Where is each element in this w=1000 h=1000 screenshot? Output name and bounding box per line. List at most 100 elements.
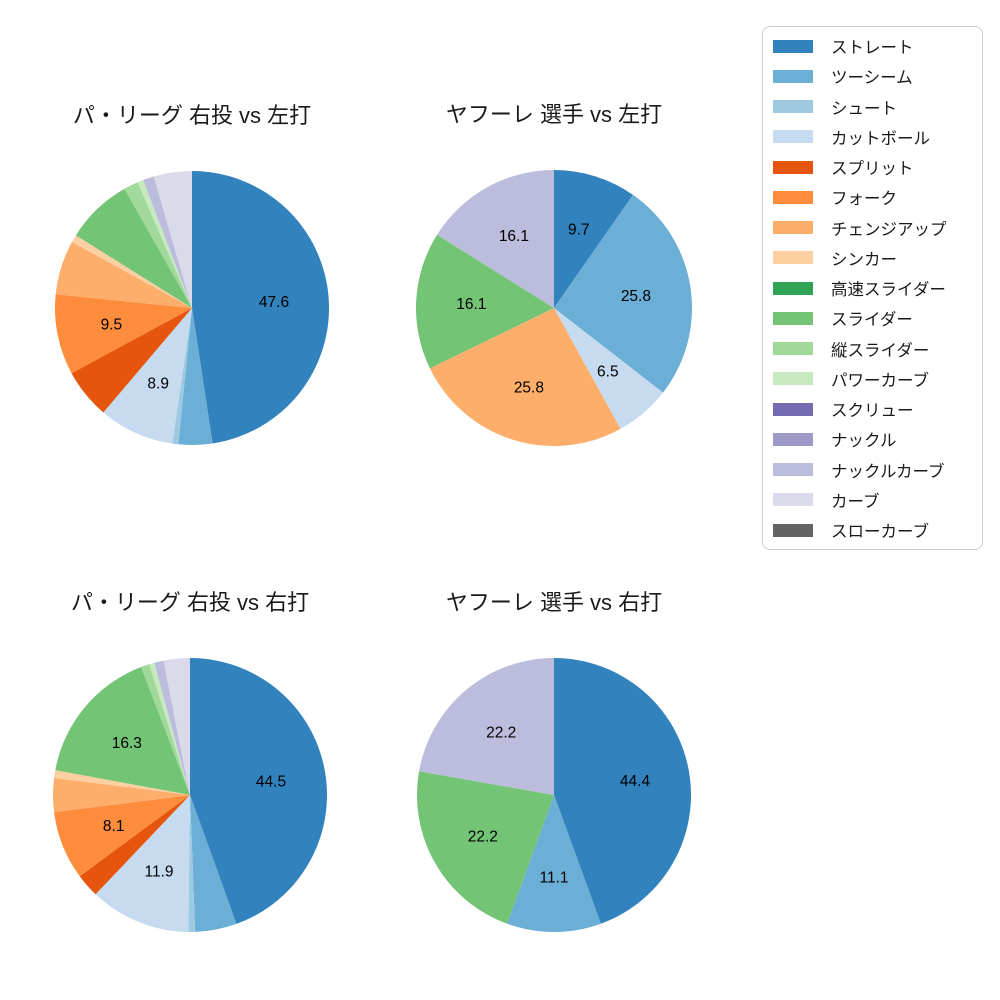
legend-item-label: パワーカーブ [831, 371, 930, 390]
pie-percent-label: 8.9 [147, 375, 169, 392]
legend-item-label: スプリット [831, 160, 914, 179]
pie-percent-label: 44.5 [256, 773, 286, 790]
pie-slice-two-seam [190, 795, 237, 932]
legend-item-label: チェンジアップ [831, 220, 947, 239]
two-seam-swatch [773, 69, 813, 83]
pie-percent-label: 11.1 [539, 870, 568, 887]
pie-slice-slider [415, 234, 554, 369]
pie-slice-fork [54, 294, 192, 374]
pie-slice-knuckle-curve [419, 658, 554, 795]
legend-item-changeup: チェンジアップ [763, 213, 982, 243]
legend-item-label: スライダー [831, 311, 913, 330]
legend-item-label: スローカーブ [831, 523, 930, 542]
legend-item-screw: スクリュー [763, 394, 982, 424]
pie-slice-shoot [172, 308, 192, 445]
pie-slice-straight [554, 658, 692, 924]
legend-item-fork: フォーク [763, 182, 982, 212]
pie-percent-label: 22.2 [486, 724, 516, 741]
legend-item-label: カーブ [831, 492, 880, 511]
legend: ストレートツーシームシュートカットボール スプリットフォークチェンジアップ シンカー… [762, 26, 983, 551]
pie-slice-slider [75, 188, 192, 308]
pie-slice-straight [190, 658, 328, 924]
legend-item-split: スプリット [763, 152, 982, 182]
legend-item-label: スクリュー [831, 402, 914, 421]
pie-slice-curve [163, 658, 190, 795]
legend-item-straight: ストレート [763, 31, 982, 61]
pie-slice-changeup [55, 242, 192, 308]
pie-slice-power-curve [149, 662, 190, 795]
pie-slice-power-curve [137, 180, 192, 308]
pie-slice-changeup [52, 777, 190, 813]
pie-slice-cut-ball [95, 795, 190, 932]
pie-percent-label: 6.5 [597, 363, 619, 380]
legend-item-cut-ball: カットボール [763, 122, 982, 152]
pie-slice-two-seam [507, 795, 601, 933]
pie-slice-shoot [188, 795, 196, 932]
legend-item-fast-slider: 高速スライダー [763, 273, 982, 303]
legend-item-slider: スライダー [763, 303, 982, 333]
legend-item-label: カットボール [831, 129, 930, 148]
pie-slice-cut-ball [103, 308, 192, 444]
fork-swatch [773, 190, 813, 204]
pie-percent-label: 9.7 [568, 221, 590, 238]
pie-percent-label: 16.3 [112, 735, 142, 752]
screw-swatch [773, 402, 813, 416]
pie-slice-vertical-slider [124, 182, 192, 308]
pie-slice-straight [554, 170, 633, 308]
pie-slice-knuckle-curve [154, 660, 190, 795]
changeup-swatch [773, 221, 813, 235]
pie-slice-changeup [429, 308, 621, 446]
chart-title-player-vs-left: ヤフーレ 選手 vs 左打 [445, 102, 663, 127]
chart-title-league-vs-right: パ・リーグ 右投 vs 右打 [70, 590, 310, 615]
legend-item-label: ナックル [831, 432, 897, 451]
chart-title-league-vs-left: パ・リーグ 右投 vs 左打 [72, 103, 312, 128]
pie-percent-label: 22.2 [468, 829, 498, 846]
pie-percent-label: 44.4 [620, 773, 651, 790]
legend-item-two-seam: ツーシーム [763, 61, 982, 91]
pie-slice-fork [54, 795, 190, 877]
pie-percent-label: 47.6 [259, 294, 289, 311]
pie-slice-sinker [71, 235, 192, 308]
legend-item-label: ストレート [831, 39, 914, 58]
pie-slice-split [79, 795, 190, 895]
pie-percent-label: 25.8 [514, 379, 544, 396]
legend-item-curve: カーブ [763, 485, 982, 515]
slider-swatch [773, 311, 813, 325]
slow-curve-swatch [773, 523, 813, 537]
straight-swatch [773, 39, 813, 53]
pie-slice-sinker [54, 770, 190, 795]
pie-slice-slider [416, 771, 554, 924]
legend-item-power-curve: パワーカーブ [763, 364, 982, 394]
pie-percent-label: 16.1 [456, 296, 486, 313]
knuckle-swatch [773, 432, 813, 446]
pie-percent-label: 11.9 [144, 864, 173, 881]
legend-item-slow-curve: スローカーブ [763, 515, 982, 545]
power-curve-swatch [773, 372, 813, 386]
pie-slice-curve [153, 171, 192, 308]
pie-percent-label: 25.8 [621, 288, 651, 305]
split-swatch [773, 160, 813, 174]
legend-item-label: ツーシーム [831, 69, 913, 88]
legend-item-label: シュート [831, 99, 897, 118]
pie-percent-label: 8.1 [103, 818, 125, 835]
cut-ball-swatch [773, 130, 813, 144]
legend-item-label: 縦スライダー [831, 341, 930, 360]
pie-slice-straight [192, 171, 330, 444]
vertical-slider-swatch [773, 342, 813, 356]
pie-chart-4: 44.4 11.1 22.2 22.2 [416, 658, 692, 933]
pie-slice-cut-ball [554, 308, 664, 429]
pie-slice-two-seam [554, 194, 692, 393]
legend-item-label: シンカー [831, 250, 897, 269]
pie-slice-knuckle-curve [437, 170, 554, 308]
pie-slice-two-seam [178, 308, 213, 446]
sinker-swatch [773, 251, 813, 265]
pie-slice-knuckle-curve [143, 176, 192, 308]
pie-chart-2: 9.7 25.8 6.5 25.8 16.1 16.1 [415, 170, 692, 446]
legend-item-vertical-slider: 縦スライダー [763, 334, 982, 364]
pie-percent-label: 9.5 [101, 317, 123, 334]
legend-item-label: 高速スライダー [831, 281, 946, 300]
curve-swatch [773, 493, 813, 507]
legend-item-shoot: シュート [763, 92, 982, 122]
